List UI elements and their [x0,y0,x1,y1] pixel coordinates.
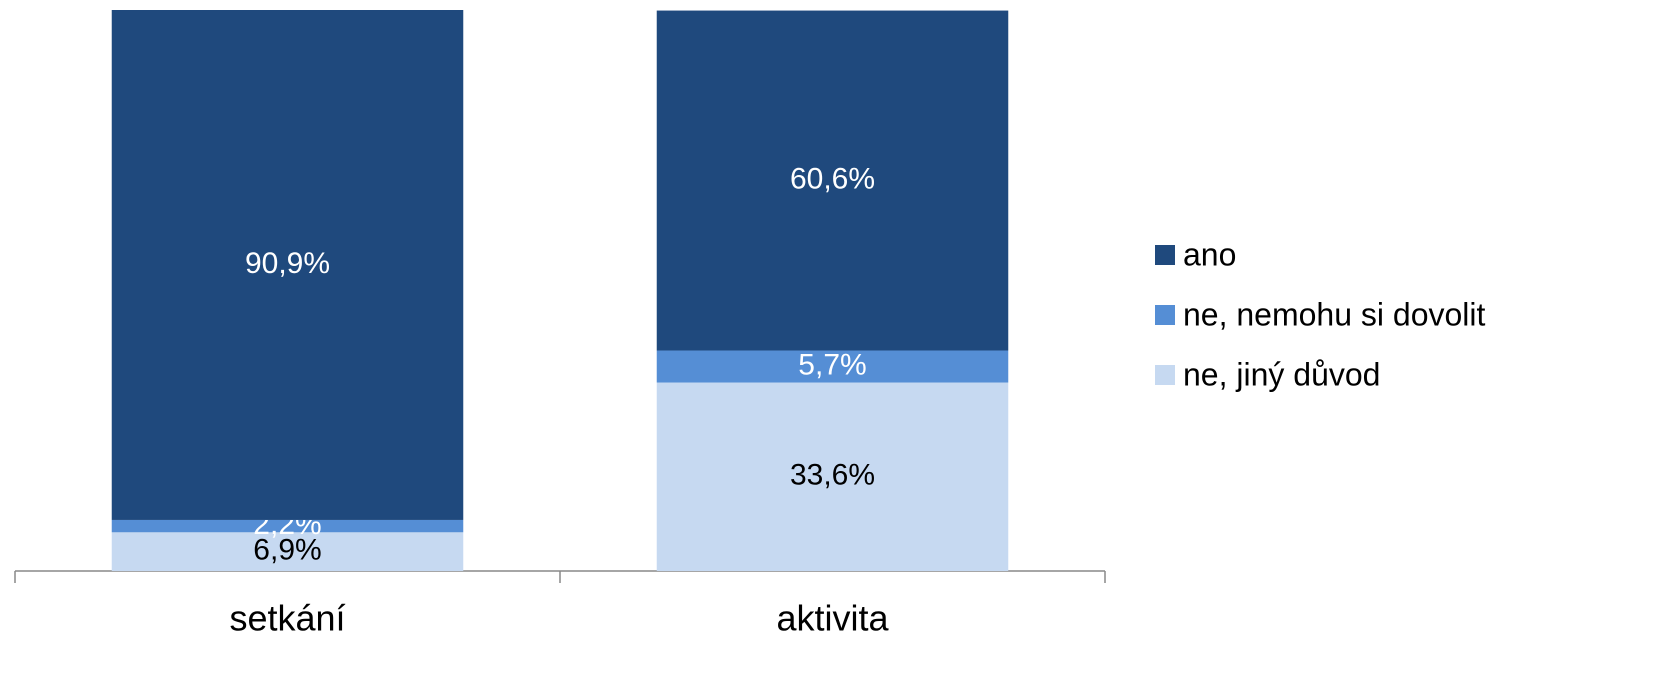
legend-swatch [1155,365,1175,385]
x-tick-label: setkání [229,598,345,639]
bar-segment [656,382,1009,571]
legend-label: ano [1183,236,1236,272]
legend-swatch [1155,305,1175,325]
bar-segment [111,532,464,571]
bar-segment [111,519,464,533]
x-tick-label: aktivita [776,598,889,639]
legend-label: ne, nemohu si dovolit [1183,296,1486,332]
data-label: 6,9% [253,534,321,567]
bar-segment [111,10,464,520]
data-label: 33,6% [790,459,875,492]
data-label: 60,6% [790,162,875,195]
data-label: 5,7% [798,348,866,381]
bar-segment [656,10,1009,351]
data-label: 90,9% [245,247,330,280]
legend-swatch [1155,245,1175,265]
bar-segment [656,350,1009,383]
legend-label: ne, jiný důvod [1183,356,1380,392]
